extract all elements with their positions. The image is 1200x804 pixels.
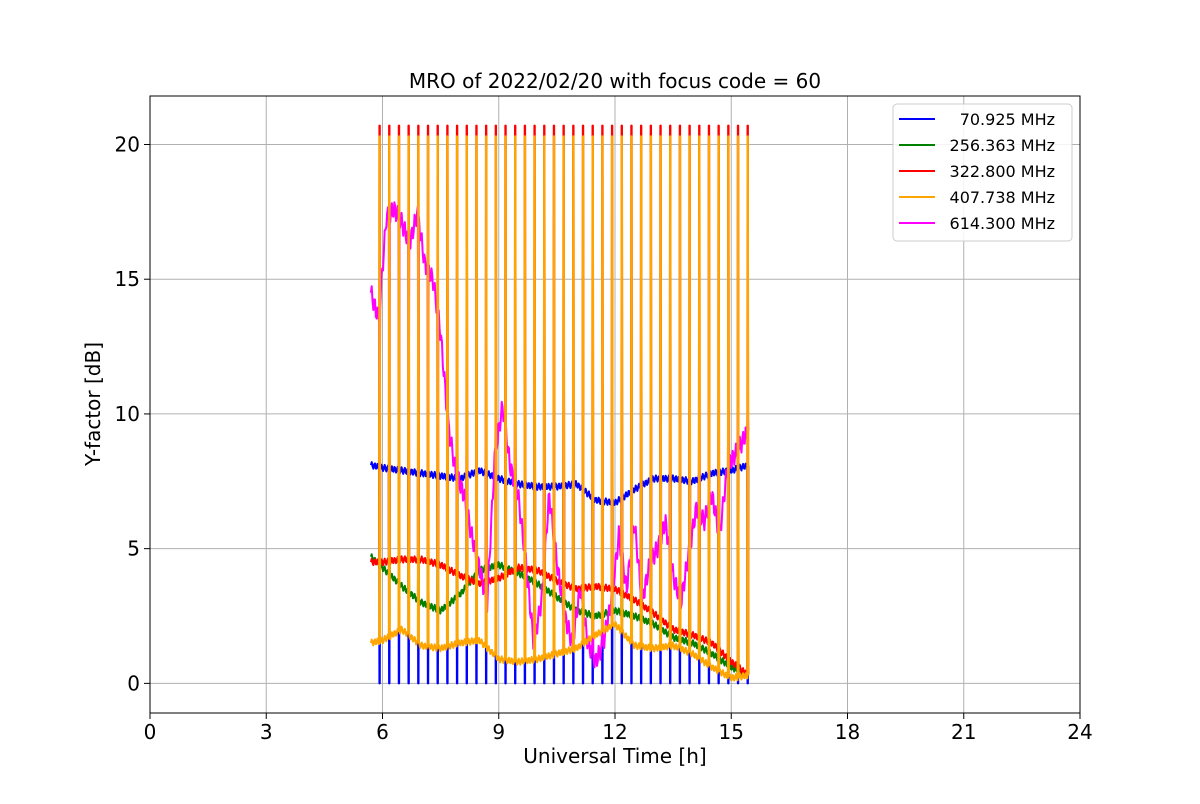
y-tick-label: 10 — [115, 402, 140, 426]
series-group — [369, 547, 750, 679]
legend-box — [892, 103, 1073, 242]
legend-label: 256.363 MHz — [950, 136, 1055, 155]
x-axis-label: Universal Time [h] — [523, 744, 706, 768]
x-axis: 0 3 6 9 12 15 18 21 24 — [144, 713, 1093, 744]
series-line — [369, 461, 750, 685]
y-axis-label: Y-factor [dB] — [81, 342, 105, 467]
x-tick-label: 24 — [1067, 720, 1092, 744]
legend-label: 70.925 MHz — [960, 110, 1055, 129]
series-line — [369, 201, 750, 669]
series-layer — [369, 124, 750, 685]
series-group — [369, 461, 750, 685]
series-group — [369, 201, 750, 669]
legend-label: 322.800 MHz — [950, 162, 1055, 181]
x-tick-label: 6 — [376, 720, 389, 744]
x-tick-label: 0 — [144, 720, 157, 744]
chart-title: MRO of 2022/02/20 with focus code = 60 — [409, 69, 821, 93]
series-line — [369, 547, 750, 679]
x-tick-label: 9 — [492, 720, 505, 744]
x-tick-label: 21 — [951, 720, 976, 744]
x-tick-label: 3 — [260, 720, 273, 744]
series-line — [369, 135, 750, 682]
y-tick-label: 15 — [115, 267, 140, 291]
x-tick-label: 12 — [602, 720, 627, 744]
legend: 70.925 MHz 256.363 MHz 322.800 MHz 407.738 … — [892, 103, 1073, 242]
y-axis: 0 5 10 15 20 — [115, 132, 150, 695]
legend-label: 614.300 MHz — [950, 214, 1055, 233]
x-tick-label: 18 — [835, 720, 860, 744]
y-tick-label: 5 — [127, 537, 140, 561]
y-tick-label: 20 — [115, 132, 140, 156]
legend-label: 407.738 MHz — [950, 188, 1055, 207]
x-tick-label: 15 — [719, 720, 744, 744]
series-group — [369, 135, 750, 682]
y-tick-label: 0 — [127, 671, 140, 695]
